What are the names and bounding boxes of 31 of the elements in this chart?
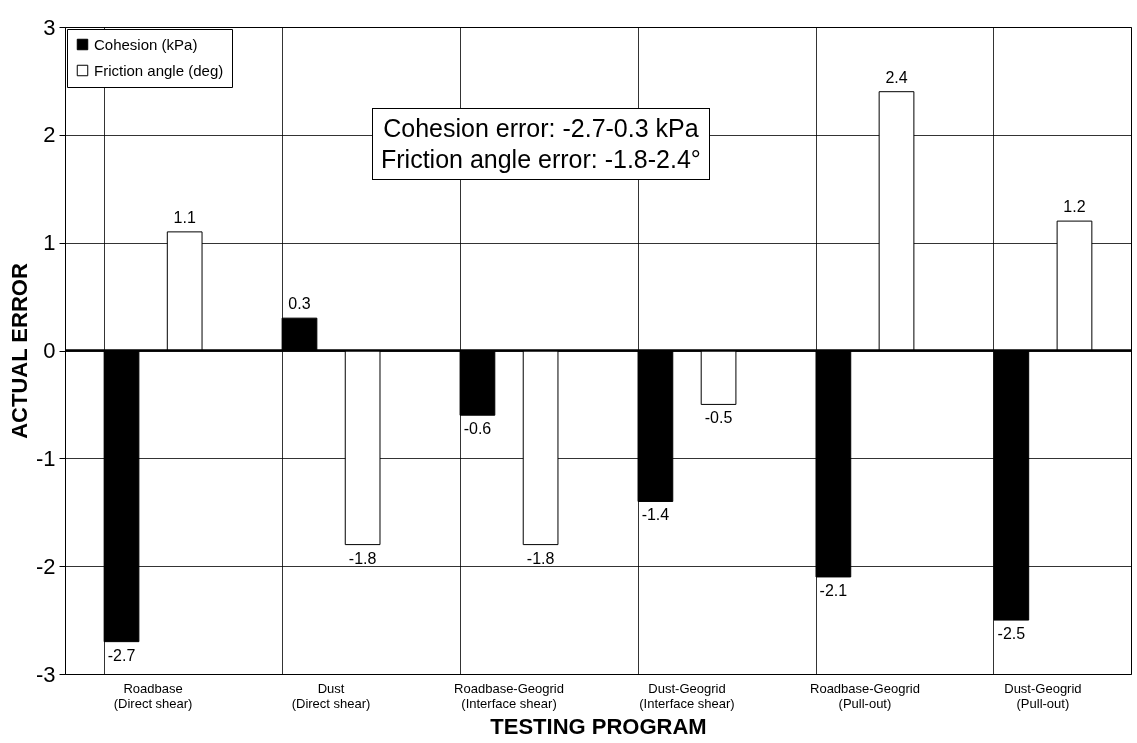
data-label: 2.4 — [885, 68, 908, 86]
x-tick-label: Roadbase-Geogrid (Interface shear) — [454, 680, 564, 711]
y-tick-label: -1 — [35, 445, 56, 471]
data-label: -1.8 — [526, 549, 555, 567]
y-tick-label: 1 — [43, 230, 56, 256]
data-label: -0.5 — [704, 409, 733, 427]
annotation: Cohesion error: -2.7-0.3 kPa — [382, 113, 700, 144]
data-label: 0.3 — [288, 295, 311, 313]
data-label: -2.1 — [819, 581, 848, 599]
data-label: -1.4 — [641, 506, 670, 524]
x-tick-label: Dust-Geogrid (Interface shear) — [639, 680, 735, 711]
y-axis-title: ACTUAL ERROR — [6, 263, 32, 439]
data-label: -1.8 — [348, 549, 377, 567]
data-label: -2.7 — [107, 646, 136, 664]
y-tick-label: 0 — [43, 338, 56, 363]
x-axis-title: TESTING PROGRAM — [490, 713, 707, 739]
annotation: Friction angle error: -1.8-2.4° — [381, 144, 701, 175]
x-tick-label: Roadbase-Geogrid (Pull-out) — [810, 680, 920, 711]
legend-label: Cohesion (kPa) — [94, 35, 198, 53]
data-label: -0.6 — [463, 420, 492, 438]
y-tick-label: 2 — [43, 122, 56, 148]
x-tick-label: Dust (Direct shear) — [291, 680, 371, 711]
y-tick-label: -3 — [35, 661, 56, 687]
data-label: 1.2 — [1063, 198, 1086, 216]
legend-label: Friction angle (deg) — [94, 61, 224, 79]
data-label: 1.1 — [173, 208, 196, 226]
x-tick-label: Dust-Geogrid (Pull-out) — [1004, 680, 1082, 711]
data-label: -2.5 — [997, 625, 1026, 643]
y-tick-label: -2 — [35, 553, 56, 579]
x-tick-label: Roadbase (Direct shear) — [113, 680, 193, 711]
y-tick-label: 3 — [43, 14, 56, 40]
